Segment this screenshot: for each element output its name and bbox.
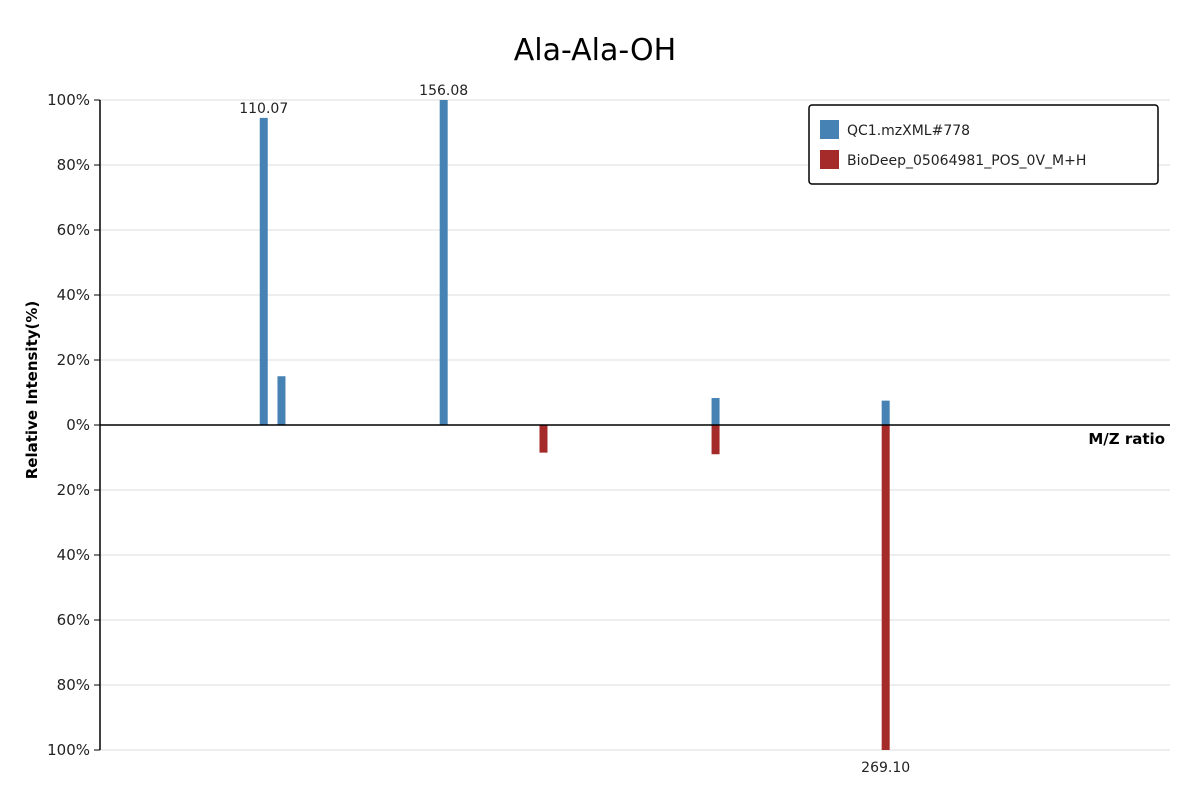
sample-peak-bar	[881, 400, 890, 425]
y-tick-label: 40%	[57, 546, 90, 564]
y-tick-label: 20%	[57, 481, 90, 499]
legend-swatch-biodeep	[820, 150, 839, 169]
reference-peak-bar	[881, 425, 890, 750]
sample-peak-bar	[259, 117, 268, 425]
peak-bars	[259, 100, 890, 750]
y-tick-label: 0%	[66, 416, 90, 434]
y-tick-label: 60%	[57, 611, 90, 629]
chart-title: Ala-Ala-OH	[514, 33, 676, 68]
legend-swatch-qc1	[820, 120, 839, 139]
peak-mz-label: 269.10	[861, 760, 910, 776]
y-tick-label: 80%	[57, 156, 90, 174]
legend-box	[808, 104, 1159, 185]
peak-labels: 110.07 156.08 269.10	[239, 83, 910, 776]
sample-peak-bar	[711, 398, 720, 425]
y-tick-label: 60%	[57, 221, 90, 239]
legend-label-qc1: QC1.mzXML#778	[847, 123, 970, 139]
y-tick-label: 100%	[47, 741, 90, 759]
grid-lines	[100, 99, 1170, 751]
sample-peak-bar	[277, 376, 286, 425]
peak-mz-label: 110.07	[239, 101, 288, 117]
y-axis-ticks: 100% 80% 60% 40% 20% 0% 20% 40% 60% 80% 100%	[47, 91, 100, 759]
y-tick-label: 40%	[57, 286, 90, 304]
reference-peak-bar	[539, 425, 548, 453]
legend-label-biodeep: BioDeep_05064981_POS_0V_M+H	[847, 153, 1086, 169]
y-tick-label: 80%	[57, 676, 90, 694]
legend: QC1.mzXML#778 BioDeep_05064981_POS_0V_M+…	[808, 104, 1159, 185]
y-axis-label: Relative Intensity(%)	[23, 301, 41, 480]
x-axis-label: M/Z ratio	[1088, 430, 1165, 448]
reference-peak-bar	[711, 425, 720, 455]
y-tick-label: 20%	[57, 351, 90, 369]
peak-mz-label: 156.08	[419, 83, 468, 99]
sample-peak-bar	[439, 100, 448, 425]
y-tick-label: 100%	[47, 91, 90, 109]
